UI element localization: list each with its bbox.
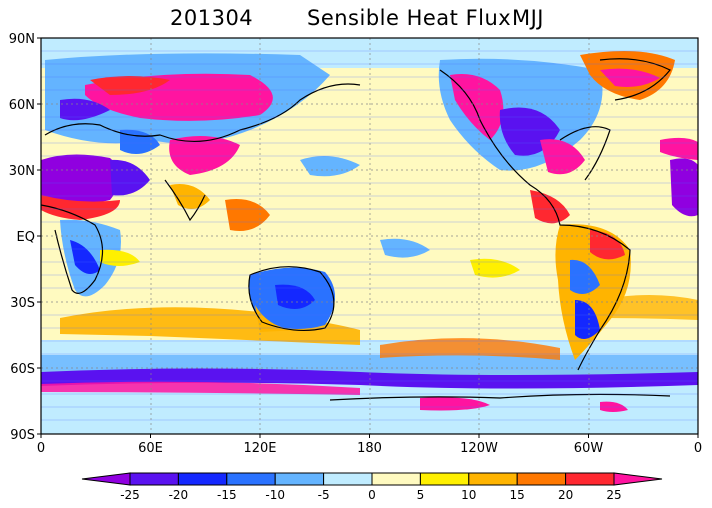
colorbar-segment xyxy=(468,472,518,486)
lon-tick-label: 60E xyxy=(138,441,163,456)
lon-tick-label: 120E xyxy=(243,441,276,456)
lat-tick-label: 90S xyxy=(10,428,35,443)
latitude-gridlines xyxy=(41,50,698,421)
colorbar-segment xyxy=(323,472,373,486)
lat-tick-label: 30S xyxy=(10,296,35,311)
lat-tick-label: 30N xyxy=(9,164,35,179)
colorbar-label: 25 xyxy=(606,488,621,502)
map-title: 201304 Sensible Heat Flux MJJ xyxy=(0,6,712,32)
colorbar-label: 5 xyxy=(417,488,425,502)
colorbar-label: 20 xyxy=(558,488,573,502)
colorbar: -25 -20 -15 -10 -5 0 5 10 15 20 25 xyxy=(81,472,663,502)
colorbar-arrow-high xyxy=(613,472,663,486)
title-season: MJJ xyxy=(512,6,545,30)
map-plot-area xyxy=(41,38,698,434)
colorbar-segment xyxy=(177,472,228,486)
colorbar-segment xyxy=(565,472,615,486)
colorbar-segment xyxy=(371,472,421,486)
colorbar-label: -10 xyxy=(265,488,285,502)
lon-tick-label: 180 xyxy=(357,441,382,456)
major-gridlines xyxy=(41,38,698,434)
title-variable: Sensible Heat Flux xyxy=(307,6,512,30)
coastlines xyxy=(41,58,671,401)
colorbar-segment xyxy=(419,472,470,486)
lat-tick-label: 90N xyxy=(9,32,35,47)
colorbar-label: -15 xyxy=(217,488,237,502)
colorbar-label: -5 xyxy=(318,488,330,502)
colorbar-segment xyxy=(274,472,325,486)
colorbar-segment xyxy=(226,472,276,486)
colorbar-label: 15 xyxy=(510,488,525,502)
colorbar-segment xyxy=(516,472,567,486)
colorbar-label: 0 xyxy=(368,488,376,502)
lon-tick-label: 0 xyxy=(37,441,45,456)
colorbar-label: -25 xyxy=(120,488,140,502)
lon-tick-label: 120W xyxy=(460,441,498,456)
lon-tick-label: 60W xyxy=(574,441,604,456)
colorbar-arrow-low xyxy=(81,472,131,486)
lat-tick-label: EQ xyxy=(17,230,35,245)
colorbar-segment xyxy=(129,472,179,486)
lon-tick-label: 0 xyxy=(694,441,702,456)
colorbar-label: 10 xyxy=(461,488,476,502)
lat-tick-label: 60N xyxy=(9,98,35,113)
colorbar-label: -20 xyxy=(169,488,189,502)
title-date: 201304 xyxy=(170,6,254,30)
lat-tick-label: 60S xyxy=(10,362,35,377)
